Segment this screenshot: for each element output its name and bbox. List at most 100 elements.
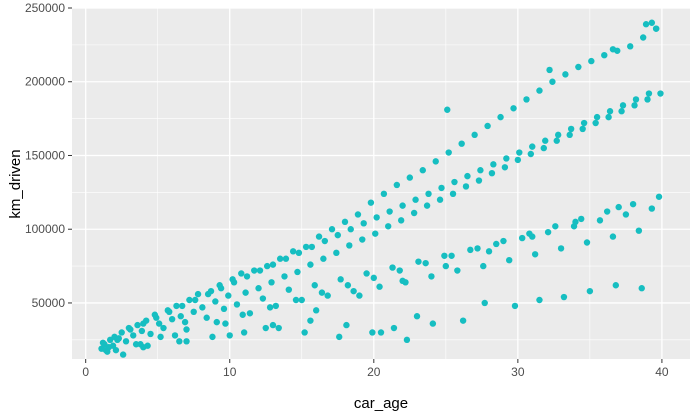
scatter-point	[176, 338, 183, 345]
scatter-point	[648, 19, 656, 26]
y-tick-label: 100000	[25, 222, 65, 236]
scatter-point	[579, 125, 586, 133]
scatter-point	[160, 324, 167, 332]
scatter-point	[289, 248, 297, 255]
scatter-point	[99, 339, 107, 346]
scatter-point	[114, 336, 121, 344]
scatter-point	[181, 318, 189, 326]
y-tick-label: 250000	[25, 1, 65, 15]
scatter-point	[285, 286, 293, 293]
scatter-point	[324, 292, 331, 299]
scatter-point	[337, 276, 344, 283]
scatter-point	[442, 262, 450, 270]
scatter-point	[462, 183, 470, 190]
scatter-point	[220, 305, 228, 313]
scatter-point	[536, 87, 543, 94]
scatter-point	[281, 273, 288, 280]
scatter-point	[318, 289, 326, 296]
scatter-point	[410, 209, 418, 217]
scatter-point	[347, 226, 354, 233]
scatter-point	[560, 293, 568, 301]
scatter-point	[485, 248, 493, 255]
scatter-point	[631, 102, 638, 109]
scatter-point	[523, 96, 530, 103]
y-tick-label: 150000	[25, 148, 65, 162]
scatter-point	[638, 285, 645, 292]
scatter-point	[246, 310, 254, 317]
scatter-point	[153, 314, 160, 321]
scatter-point	[194, 290, 202, 298]
scatter-point	[315, 233, 323, 240]
scatter-point	[266, 304, 274, 311]
scatter-point	[652, 25, 660, 32]
scatter-point	[397, 217, 405, 224]
scatter-point	[168, 315, 176, 323]
scatter-point	[586, 287, 594, 295]
scatter-point	[471, 131, 478, 139]
scatter-point	[542, 137, 549, 144]
data-points	[98, 19, 664, 358]
scatter-point	[553, 137, 560, 144]
scatter-point	[307, 317, 314, 324]
scatter-point	[137, 341, 144, 348]
scatter-point	[213, 318, 220, 326]
scatter-point	[259, 295, 267, 302]
scatter-point	[514, 156, 522, 164]
scatter-point	[419, 167, 426, 174]
scatter-point	[557, 245, 565, 252]
scatter-point	[204, 290, 212, 298]
scatter-point	[380, 190, 388, 198]
scatter-point	[567, 125, 575, 133]
scatter-point	[282, 255, 290, 262]
scatter-point	[544, 228, 552, 236]
scatter-point	[240, 329, 248, 336]
scatter-point	[399, 202, 406, 209]
scatter-point	[354, 211, 362, 218]
scatter-point	[243, 273, 251, 280]
scatter-point	[389, 264, 396, 271]
scatter-point	[222, 320, 229, 327]
scatter-point	[360, 220, 367, 227]
scatter-point	[529, 143, 536, 150]
scatter-point	[386, 208, 393, 215]
scatter-point	[632, 96, 640, 103]
scatter-point	[226, 332, 233, 339]
scatter-point	[350, 287, 357, 295]
scatter-point	[422, 259, 429, 267]
scatter-point	[119, 351, 127, 358]
scatter-point	[276, 255, 284, 262]
scatter-point	[444, 106, 451, 113]
scatter-point	[609, 46, 617, 53]
scatter-point	[639, 34, 647, 41]
y-axis-ticks: 50000 100000 150000 200000 250000	[25, 1, 72, 310]
scatter-point	[333, 249, 340, 257]
scatter-point	[376, 283, 383, 290]
scatter-point	[438, 184, 445, 192]
scatter-point	[583, 239, 591, 246]
scatter-point	[503, 155, 510, 162]
scatter-point	[367, 199, 375, 206]
scatter-point	[140, 320, 147, 327]
scatter-point	[588, 57, 595, 65]
scatter-point	[554, 131, 562, 139]
scatter-point	[312, 307, 320, 314]
scatter-point	[642, 21, 650, 28]
scatter-point	[596, 217, 604, 224]
scatter-point	[328, 226, 336, 233]
scatter-point	[464, 172, 471, 180]
scatter-point	[572, 218, 579, 226]
scatter-point	[238, 270, 245, 277]
scatter-point	[635, 227, 643, 234]
scatter-point	[396, 267, 403, 274]
x-tick-label: 30	[511, 365, 525, 379]
scatter-point	[413, 313, 421, 320]
scatter-point	[239, 311, 246, 318]
scatter-point	[225, 292, 232, 299]
scatter-point	[451, 178, 458, 186]
scatter-point	[540, 144, 547, 152]
scatter-point	[454, 267, 461, 274]
scatter-point	[372, 230, 379, 237]
scatter-point	[428, 273, 435, 280]
scatter-point	[262, 324, 269, 332]
